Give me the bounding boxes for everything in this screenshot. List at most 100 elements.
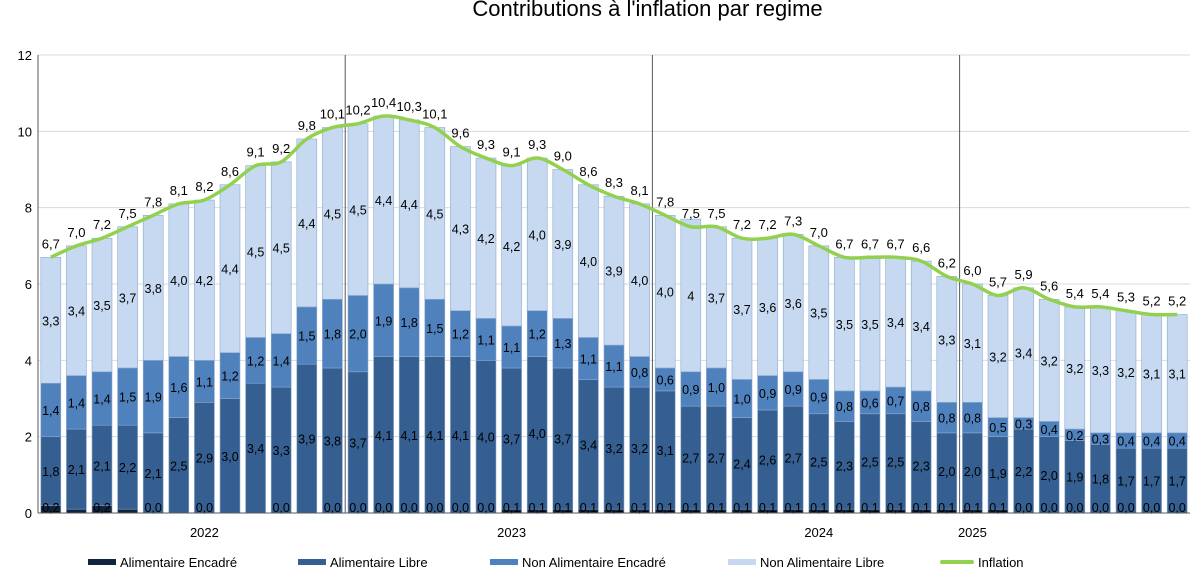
label-non-alimentaire-encadre: 1,3 (554, 337, 571, 351)
label-non-alimentaire-encadre: 0,8 (836, 400, 853, 414)
label-non-alimentaire-libre: 3,4 (913, 320, 930, 334)
label-alimentaire-libre: 2,7 (708, 452, 725, 466)
label-alimentaire-libre: 1,7 (1169, 475, 1186, 489)
inflation-label: 10,4 (371, 95, 396, 110)
inflation-label: 8,1 (631, 183, 649, 198)
label-non-alimentaire-libre: 3,1 (1143, 368, 1160, 382)
label-alimentaire-libre: 4,1 (401, 429, 418, 443)
label-alimentaire-libre: 3,7 (349, 436, 366, 450)
label-non-alimentaire-libre: 3,7 (733, 303, 750, 317)
label-alimentaire-libre: 2,5 (810, 455, 827, 469)
label-alimentaire-libre: 3,4 (580, 438, 597, 452)
label-alimentaire-encadre: 0,0 (324, 501, 341, 515)
label-alimentaire-encadre: 0,1 (810, 501, 827, 515)
label-non-alimentaire-encadre: 1,1 (605, 360, 622, 374)
label-non-alimentaire-encadre: 0,4 (1143, 434, 1160, 448)
label-non-alimentaire-libre: 3,5 (93, 299, 110, 313)
inflation-label: 7,3 (784, 213, 802, 228)
inflation-label: 9,3 (528, 137, 546, 152)
label-non-alimentaire-libre: 4,5 (349, 204, 366, 218)
legend-item-non-alimentaire-libre: Non Alimentaire Libre (728, 550, 884, 574)
label-alimentaire-libre: 2,0 (1041, 469, 1058, 483)
label-non-alimentaire-libre: 4,3 (452, 223, 469, 237)
label-alimentaire-libre: 2,1 (93, 459, 110, 473)
label-alimentaire-encadre: 0,1 (938, 501, 955, 515)
label-alimentaire-encadre: 0,1 (503, 501, 520, 515)
legend-item-non-alimentaire-encadre: Non Alimentaire Encadré (490, 550, 666, 574)
label-alimentaire-libre: 1,9 (1066, 471, 1083, 485)
x-year-label: 2025 (958, 525, 987, 540)
legend-swatch-inflation (940, 560, 974, 564)
legend-item-alimentaire-libre: Alimentaire Libre (298, 550, 428, 574)
label-non-alimentaire-encadre: 0,6 (861, 396, 878, 410)
label-non-alimentaire-libre: 3,7 (119, 291, 136, 305)
label-non-alimentaire-encadre: 0,7 (887, 394, 904, 408)
label-alimentaire-encadre: 0,2 (42, 501, 59, 515)
inflation-label: 9,0 (554, 149, 572, 164)
label-alimentaire-encadre: 0,1 (529, 501, 546, 515)
inflation-label: 9,8 (298, 118, 316, 133)
label-non-alimentaire-libre: 3,6 (785, 297, 802, 311)
label-non-alimentaire-encadre: 1,9 (375, 314, 392, 328)
label-alimentaire-encadre: 0,2 (93, 501, 110, 515)
label-non-alimentaire-libre: 4,5 (426, 207, 443, 221)
inflation-label: 5,3 (1117, 290, 1135, 305)
inflation-label: 6,2 (938, 255, 956, 270)
inflation-label: 7,8 (144, 194, 162, 209)
label-non-alimentaire-libre: 3,8 (145, 282, 162, 296)
bar-alimentaire-encadre (66, 508, 87, 514)
inflation-label: 6,7 (42, 236, 60, 251)
label-non-alimentaire-libre: 3,1 (964, 337, 981, 351)
label-alimentaire-libre: 2,7 (785, 452, 802, 466)
label-alimentaire-libre: 3,2 (631, 442, 648, 456)
label-non-alimentaire-encadre: 1,2 (452, 328, 469, 342)
legend-label: Non Alimentaire Encadré (522, 554, 666, 570)
label-non-alimentaire-encadre: 1,0 (733, 393, 750, 407)
label-alimentaire-libre: 3,9 (298, 433, 315, 447)
legend-item-inflation: Inflation (940, 550, 1024, 574)
label-alimentaire-libre: 2,5 (170, 459, 187, 473)
label-non-alimentaire-libre: 4,0 (631, 274, 648, 288)
label-alimentaire-libre: 3,1 (657, 444, 674, 458)
label-non-alimentaire-libre: 4,0 (529, 228, 546, 242)
label-alimentaire-encadre: 0,1 (759, 501, 776, 515)
label-alimentaire-encadre: 0,0 (1015, 501, 1032, 515)
label-alimentaire-libre: 4,0 (529, 427, 546, 441)
label-non-alimentaire-libre: 4,5 (273, 242, 290, 256)
label-non-alimentaire-libre: 3,2 (1117, 366, 1134, 380)
label-non-alimentaire-encadre: 1,5 (426, 322, 443, 336)
inflation-label: 7,5 (682, 206, 700, 221)
label-alimentaire-libre: 4,0 (477, 431, 494, 445)
data-labels: 0,2 1,8 1,4 3,3 2,1 1,4 3,4 0,2 2,1 1,4 3,5 2,2 1,5 3… (42, 194, 1186, 515)
inflation-label: 5,2 (1143, 294, 1161, 309)
label-alimentaire-libre: 2,2 (1015, 465, 1032, 479)
inflation-label: 5,6 (1040, 278, 1058, 293)
label-alimentaire-libre: 1,9 (989, 467, 1006, 481)
label-alimentaire-libre: 1,8 (42, 465, 59, 479)
inflation-label: 7,5 (707, 206, 725, 221)
label-alimentaire-libre: 1,8 (1092, 473, 1109, 487)
label-non-alimentaire-encadre: 0,3 (1015, 417, 1032, 431)
label-alimentaire-encadre: 0,0 (401, 501, 418, 515)
label-non-alimentaire-libre: 3,6 (759, 301, 776, 315)
label-alimentaire-libre: 2,6 (759, 454, 776, 468)
inflation-label: 6,7 (861, 236, 879, 251)
legend-swatch-non-alimentaire-libre (728, 559, 756, 565)
label-alimentaire-libre: 2,1 (68, 463, 85, 477)
inflation-label: 7,0 (67, 225, 85, 240)
label-non-alimentaire-libre: 3,3 (938, 333, 955, 347)
label-alimentaire-encadre: 0,1 (989, 501, 1006, 515)
label-alimentaire-encadre: 0,0 (1117, 501, 1134, 515)
label-alimentaire-encadre: 0,1 (785, 501, 802, 515)
label-alimentaire-libre: 2,7 (682, 452, 699, 466)
label-non-alimentaire-libre: 3,2 (1066, 362, 1083, 376)
bar-non-alimentaire-libre (680, 218, 702, 373)
x-year-label: 2024 (804, 525, 833, 540)
label-alimentaire-libre: 4,1 (452, 429, 469, 443)
label-alimentaire-libre: 1,7 (1117, 475, 1134, 489)
label-alimentaire-encadre: 0,1 (964, 501, 981, 515)
label-non-alimentaire-libre: 3,5 (836, 318, 853, 332)
label-non-alimentaire-encadre: 1,4 (42, 404, 59, 418)
label-alimentaire-encadre: 0,0 (1169, 501, 1186, 515)
